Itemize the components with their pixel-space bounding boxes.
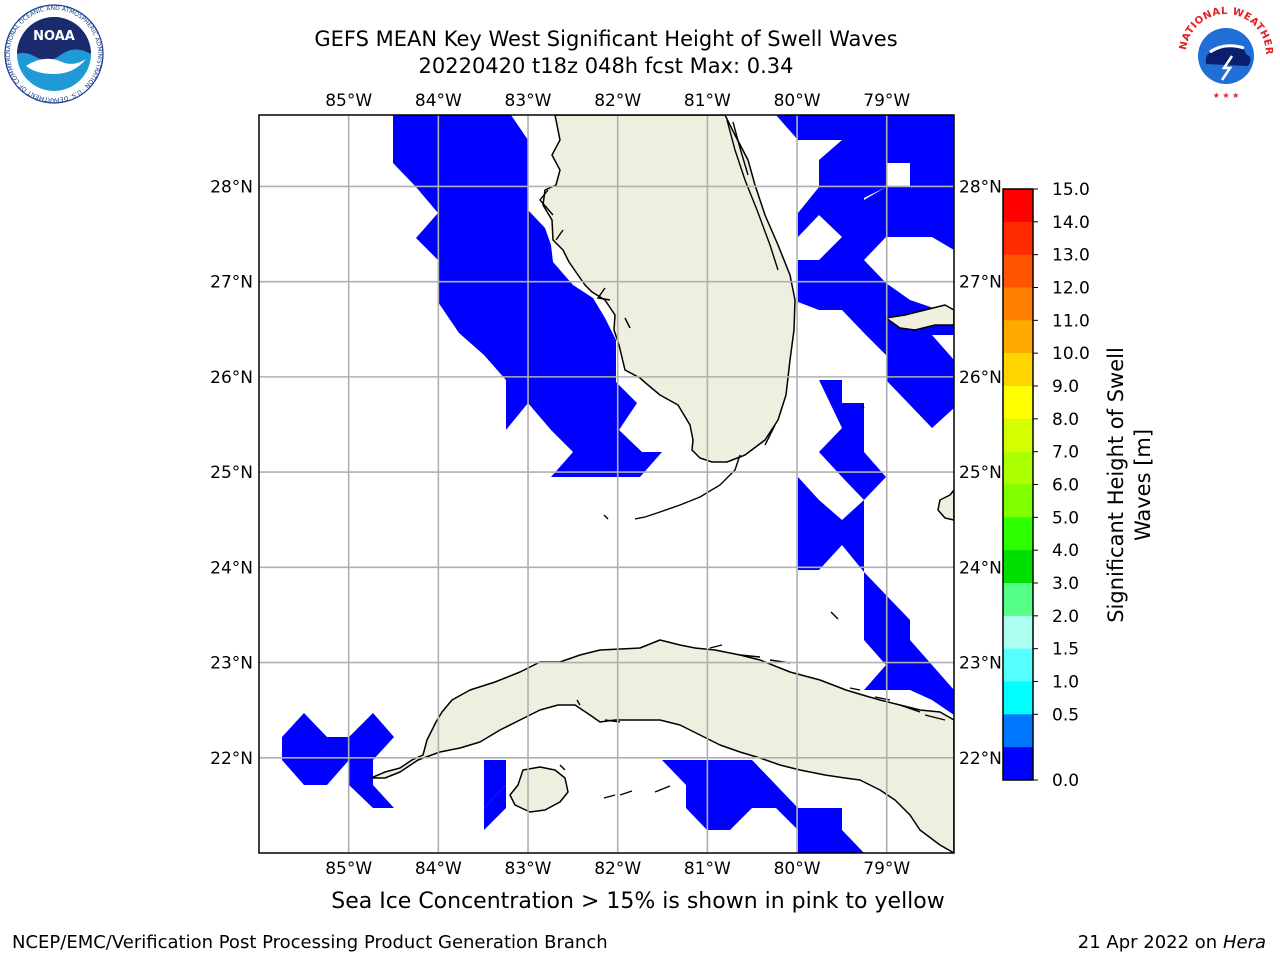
lon-label-top: 79°W (863, 91, 910, 111)
swell-area-isla-juventud (484, 760, 506, 808)
swell-area-gulf-mexico-sw (282, 713, 394, 808)
colorbar-segment (1003, 254, 1033, 288)
colorbar-tick-label: 13.0 (1052, 246, 1090, 266)
colorbar-segment (1003, 484, 1033, 518)
chart-subtitle: 20220420 t18z 048h fcst Max: 0.34 (418, 54, 794, 78)
colorbar-tick-label: 15.0 (1052, 180, 1090, 200)
lon-label-bottom: 83°W (505, 859, 552, 879)
colorbar-tick-label: 2.0 (1052, 607, 1079, 627)
lon-label-top: 85°W (325, 91, 372, 111)
colorbar-tick-label: 12.0 (1052, 279, 1090, 299)
colorbar-segment (1003, 320, 1033, 354)
chart-title: GEFS MEAN Key West Significant Height of… (314, 27, 898, 51)
colorbar-tick-label: 14.0 (1052, 213, 1090, 233)
lat-label-right: 25°N (959, 463, 1002, 483)
land (370, 115, 954, 853)
colorbar-tick-label: 8.0 (1052, 410, 1079, 430)
lon-label-bottom: 82°W (594, 859, 641, 879)
lon-label-top: 82°W (594, 91, 641, 111)
lat-label-right: 26°N (959, 368, 1002, 388)
colorbar-title-line2: Waves [m] (1131, 428, 1155, 542)
bahamas-andros (937, 489, 954, 521)
map-gridlines (259, 115, 954, 853)
colorbar-tick-label: 1.5 (1052, 640, 1079, 660)
lat-label-left: 27°N (210, 273, 253, 293)
lat-label-right: 24°N (959, 558, 1002, 578)
colorbar-segment (1003, 287, 1033, 321)
lat-label-left: 23°N (210, 654, 253, 674)
colorbar-tick-label: 7.0 (1052, 443, 1079, 463)
colorbar-title-line1: Significant Height of Swell (1104, 347, 1128, 623)
footer-date-text: 21 Apr 2022 on (1077, 932, 1218, 953)
lat-label-left: 28°N (210, 177, 253, 197)
colorbar-tick-label: 5.0 (1052, 508, 1079, 528)
svg-text:★ ★ ★: ★ ★ ★ (1213, 91, 1240, 100)
colorbar-segment (1003, 747, 1033, 781)
sea-ice-note: Sea Ice Concentration > 15% is shown in … (331, 889, 945, 914)
colorbar-tick-label: 3.0 (1052, 574, 1079, 594)
swell-area-atlantic-east (798, 380, 954, 715)
bahamas-grand-bahama (885, 304, 954, 331)
lat-label-right: 22°N (959, 749, 1002, 769)
colorbar-segment (1003, 386, 1033, 420)
colorbar-tick-label: 0.0 (1052, 771, 1079, 791)
colorbar-segment (1003, 189, 1033, 223)
colorbar-tick-label: 9.0 (1052, 377, 1079, 397)
lat-label-right: 28°N (959, 177, 1002, 197)
lon-label-top: 84°W (415, 91, 462, 111)
colorbar: 15.0 14.0 13.0 12.0 11.0 10.0 9.0 8.0 7.0 6.0 5.0 4… (1002, 180, 1090, 791)
colorbar-segment (1003, 418, 1033, 453)
florida-peninsula (542, 115, 796, 463)
noaa-logo: NATIONAL OCEANIC AND ATMOSPHERIC ADMINIS… (4, 4, 104, 104)
lat-label-left: 22°N (210, 749, 253, 769)
footer-machine: Hera (1222, 932, 1266, 953)
colorbar-tick-label: 0.5 (1052, 705, 1079, 725)
swell-area-isla-juventud-south (484, 785, 506, 830)
colorbar-segment (1003, 615, 1033, 650)
colorbar-tick-label: 1.0 (1052, 673, 1079, 693)
colorbar-segment (1003, 353, 1033, 387)
colorbar-segment (1003, 648, 1033, 682)
colorbar-tick-label: 6.0 (1052, 476, 1079, 496)
lat-label-left: 24°N (210, 558, 253, 578)
colorbar-tick-label: 11.0 (1052, 311, 1090, 331)
nws-logo: NATIONAL WEATHER SERVICE ★ ★ ★ (1176, 4, 1274, 102)
colorbar-tick-label: 4.0 (1052, 541, 1079, 561)
isla-de-la-juventud (509, 766, 569, 813)
swell-field (282, 115, 954, 853)
cuba (370, 639, 954, 853)
lon-label-bottom: 81°W (684, 859, 731, 879)
colorbar-segment (1003, 681, 1033, 715)
swell-area-atlantic-north (776, 115, 954, 428)
lon-label-bottom: 79°W (863, 859, 910, 879)
lon-label-bottom: 85°W (325, 859, 372, 879)
colorbar-segment (1003, 714, 1033, 748)
colorbar-segment (1003, 583, 1033, 617)
lon-label-top: 83°W (505, 91, 552, 111)
colorbar-segment (1003, 517, 1033, 551)
colorbar-segment (1003, 451, 1033, 485)
lon-label-top: 80°W (774, 91, 821, 111)
colorbar-segment (1003, 221, 1033, 256)
footer-org: NCEP/EMC/Verification Post Processing Pr… (12, 932, 608, 953)
noaa-label: NOAA (33, 29, 75, 44)
lon-label-bottom: 84°W (415, 859, 462, 879)
colorbar-segment (1003, 550, 1033, 584)
lat-label-right: 27°N (959, 273, 1002, 293)
colorbar-tick-label: 10.0 (1052, 344, 1090, 364)
lon-label-top: 81°W (684, 91, 731, 111)
map-frame (258, 114, 955, 854)
lat-label-right: 23°N (959, 654, 1002, 674)
lat-label-left: 26°N (210, 368, 253, 388)
map-tick-labels: 85°W 85°W 84°W 84°W 83°W 83°W 82°W 82°W 81°W 81°W… (210, 91, 1002, 879)
lon-label-bottom: 80°W (774, 859, 821, 879)
lat-label-left: 25°N (210, 463, 253, 483)
swell-area-caribbean-south (662, 760, 864, 853)
footer-date: 21 Apr 2022 on Hera (1078, 932, 1266, 953)
